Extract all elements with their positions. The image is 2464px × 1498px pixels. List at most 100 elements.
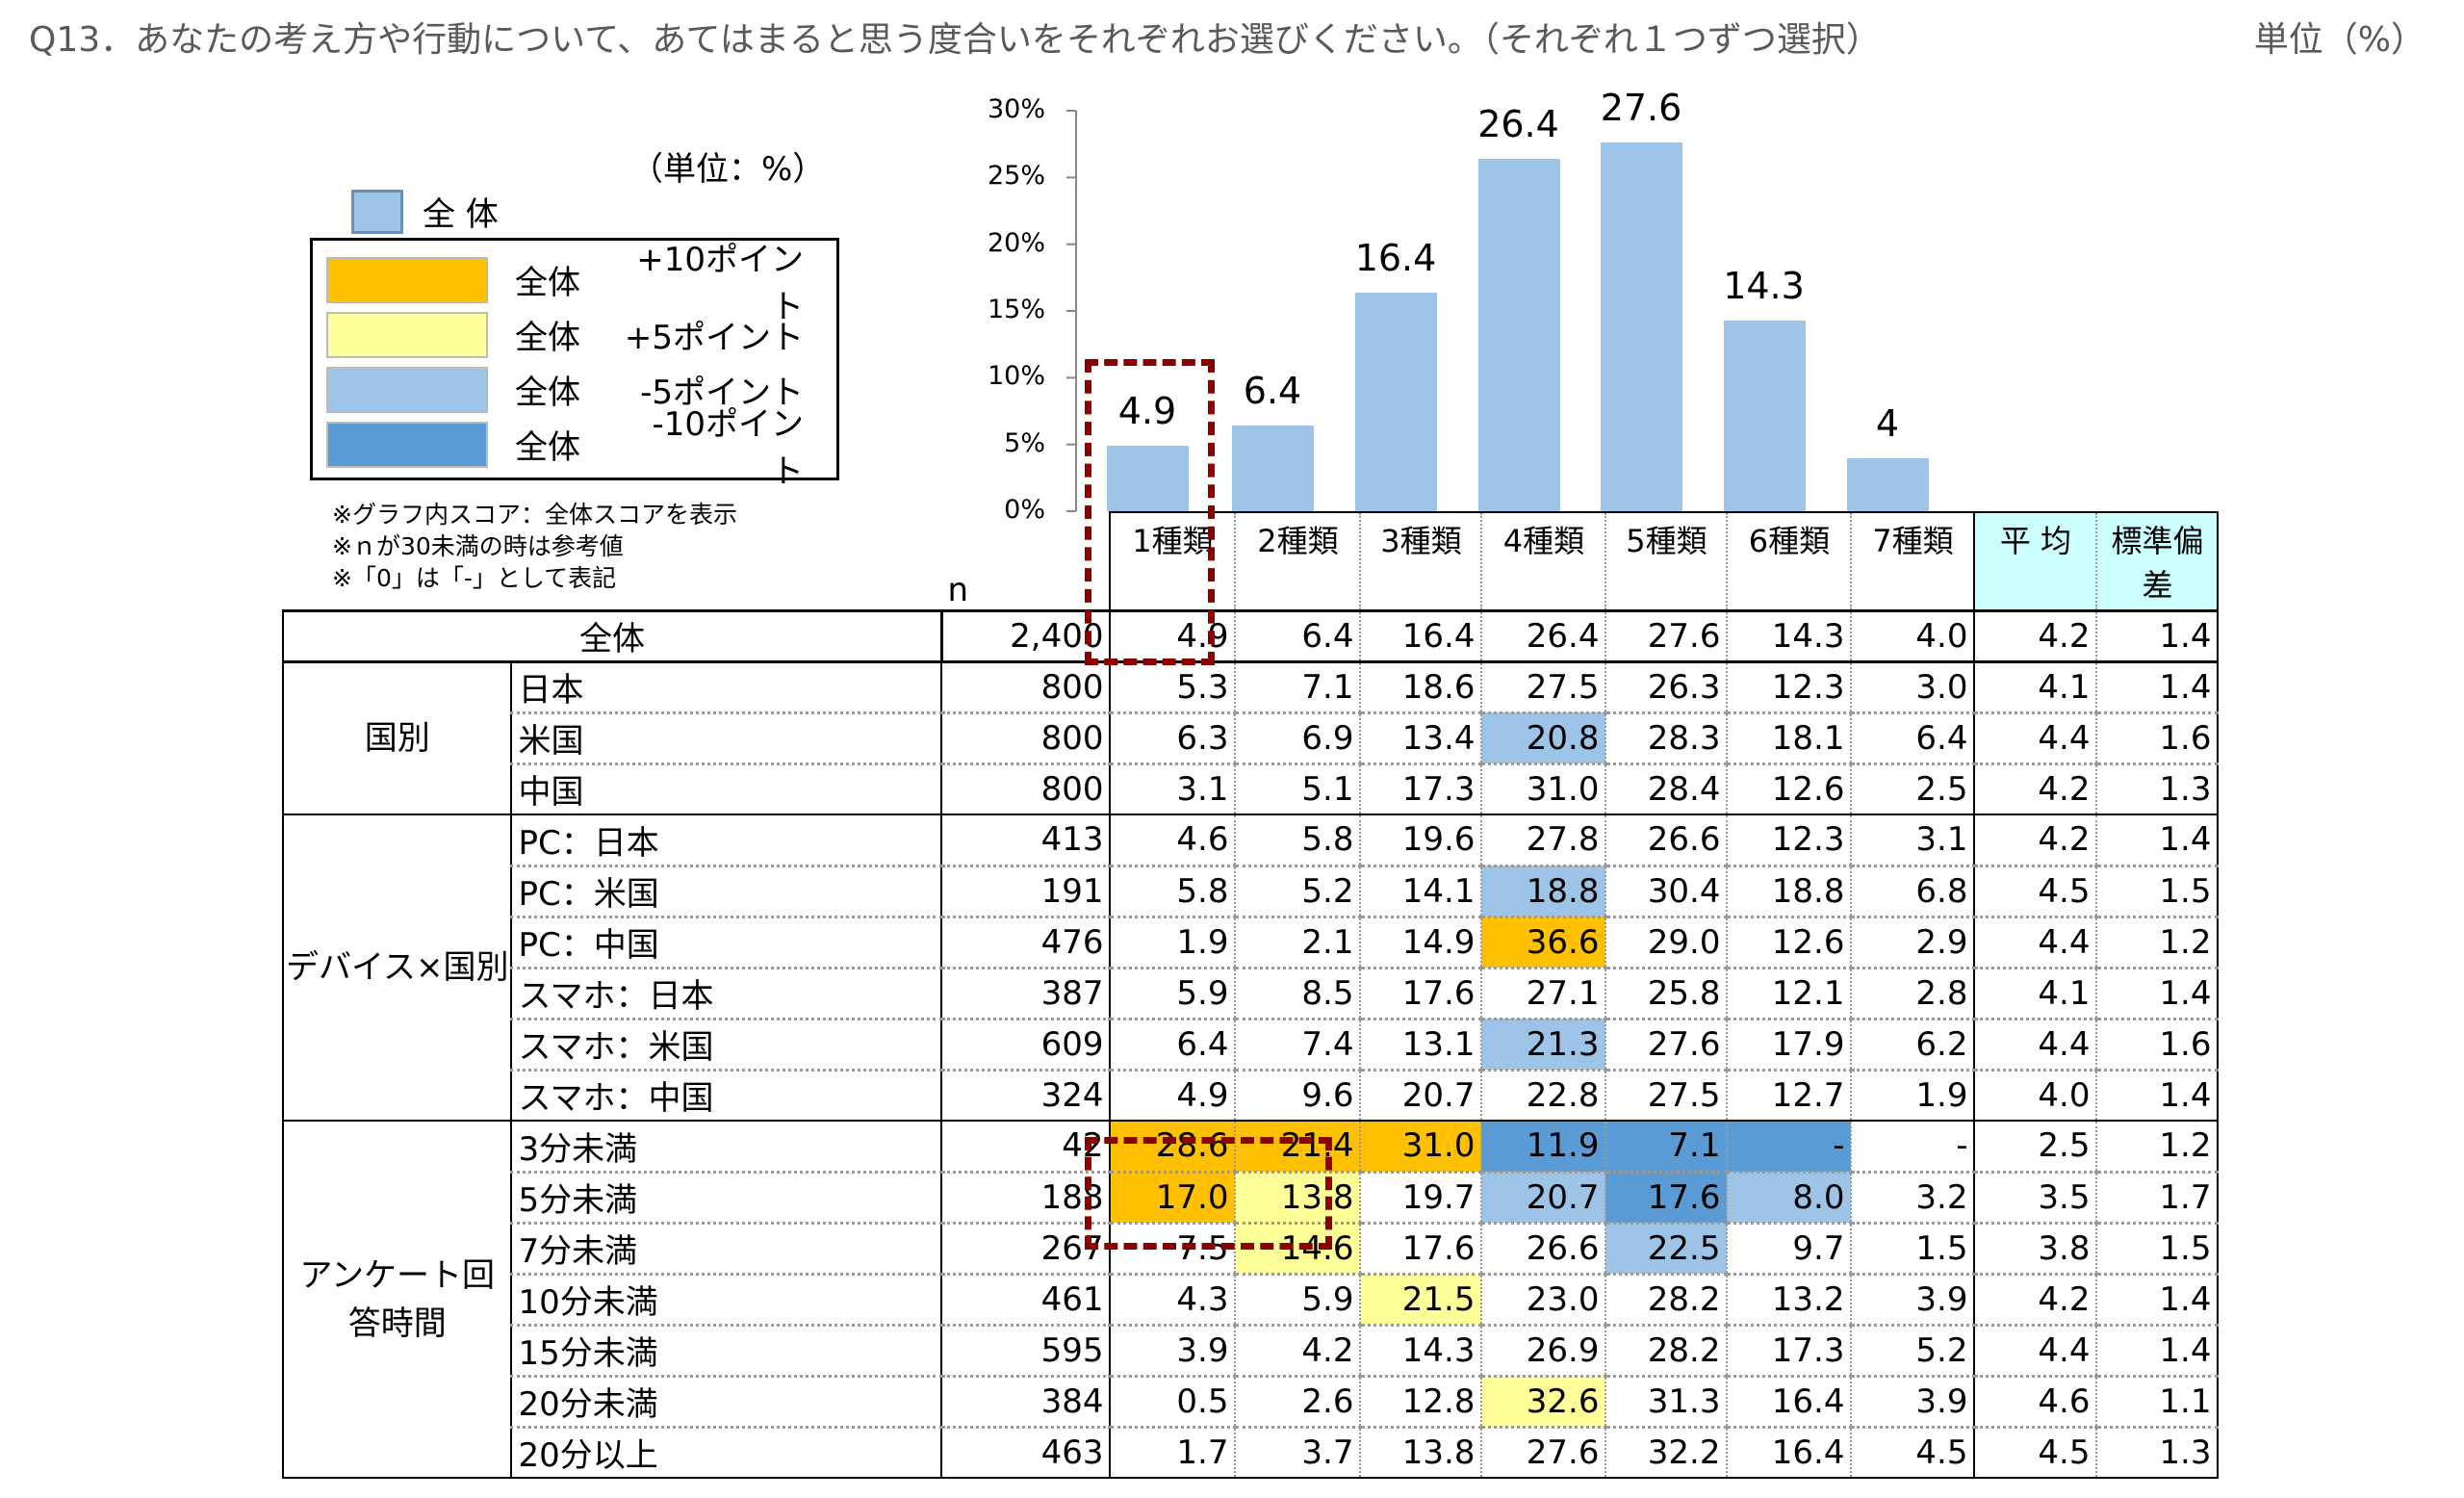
table-row: PC：中国 476 1.9 2.1 14.9 36.6 29.0 12.6 2.9 4.4 1.2 [283, 917, 2220, 969]
row-label: PC：米国 [510, 865, 942, 918]
table-cell: 20.7 [1359, 1070, 1483, 1122]
row-label: PC：日本 [510, 814, 942, 867]
table-cell: 4.2 [1973, 814, 2098, 867]
table-cell: 7.4 [1234, 1019, 1362, 1072]
table-cell: 14.6 [1234, 1223, 1362, 1276]
table-cell: 3.1 [1109, 763, 1237, 815]
bar [1232, 426, 1314, 511]
table-cell: 32.2 [1604, 1427, 1729, 1479]
column-header: 5種類 [1604, 511, 1729, 610]
table-cell: 26.3 [1604, 661, 1729, 714]
legend-swatch [326, 366, 488, 413]
row-label: スマホ：米国 [510, 1019, 942, 1072]
n-value: 463 [940, 1427, 1112, 1479]
table-cell: 12.3 [1726, 814, 1853, 867]
table-cell: 6.2 [1850, 1019, 1976, 1072]
legend-item-delta: -10ポイント [652, 404, 804, 491]
table-cell: 4.2 [1973, 1274, 2098, 1327]
legend-item: 全体 +10ポイント [326, 241, 823, 326]
bar [1723, 320, 1806, 511]
table-cell: 30.4 [1604, 865, 1729, 918]
n-value: 609 [940, 1019, 1112, 1072]
table-cell: 12.3 [1726, 661, 1853, 714]
table-row: PC：米国 191 5.8 5.2 14.1 18.8 30.4 18.8 6.8 4.5 1.5 [283, 865, 2220, 918]
table-cell: 27.1 [1480, 968, 1607, 1020]
column-header: 2種類 [1234, 511, 1362, 610]
table-cell: 1.5 [2095, 865, 2220, 918]
legend-item: 全体 +5ポイント [326, 307, 823, 362]
table-cell: 5.9 [1109, 968, 1237, 1020]
table-cell: 1.6 [2095, 712, 2220, 765]
table-cell: 28.2 [1604, 1274, 1729, 1327]
table-cell: 2.9 [1850, 917, 1976, 969]
data-table: n 1種類 2種類 3種類 4種類 5種類 6種類 7種類平 均標準偏差 全体 2,400 4.9 6… [281, 511, 2220, 1479]
row-label: 15分未満 [510, 1325, 942, 1378]
table-row: スマホ：中国 324 4.9 9.6 20.7 22.8 27.5 12.7 1.9 4.0 1.4 [283, 1070, 2220, 1122]
table-cell: 4.4 [1973, 1325, 2098, 1378]
column-header: 平 均 [1973, 511, 2098, 610]
group-label: アンケート回答時間 [281, 1120, 513, 1479]
table-cell: 5.2 [1850, 1325, 1976, 1378]
table-cell: 28.6 [1109, 1121, 1237, 1174]
table-cell: 3.1 [1850, 814, 1976, 867]
table-cell: 4.9 [1109, 1070, 1237, 1122]
table-cell: 1.6 [2095, 1019, 2220, 1072]
bar-value-label: 4.9 [1117, 390, 1177, 433]
table-cell: 3.5 [1973, 1172, 2098, 1225]
table-cell: 16.4 [1726, 1376, 1853, 1429]
table-cell: 6.9 [1234, 712, 1362, 765]
table-cell: 12.6 [1726, 917, 1853, 969]
legend-item: 全体 -5ポイント [326, 362, 823, 417]
table-cell: 26.9 [1480, 1325, 1607, 1378]
y-tick-label: 10% [987, 361, 1045, 392]
table-cell: 2.5 [1973, 1121, 2098, 1174]
column-header: 7種類 [1850, 511, 1976, 610]
table-row: 15分未満 595 3.9 4.2 14.3 26.9 28.2 17.3 5.2 4.4 1.4 [283, 1325, 2220, 1378]
note: ※グラフ内スコア：全体スコアを表示 [332, 501, 737, 529]
row-label: スマホ：中国 [510, 1070, 942, 1122]
header-row: n 1種類 2種類 3種類 4種類 5種類 6種類 7種類平 均標準偏差 [283, 511, 2220, 610]
row-label: 全体 [281, 608, 943, 663]
y-tick-label: 30% [987, 94, 1045, 124]
table-cell: 3.2 [1850, 1172, 1976, 1225]
table-cell: 17.6 [1604, 1172, 1729, 1225]
table-cell: 6.4 [1234, 608, 1362, 663]
table-cell: 1.3 [2095, 763, 2220, 815]
table-cell: 1.4 [2095, 1274, 2220, 1327]
table-cell: 4.6 [1109, 814, 1237, 867]
bar [1847, 457, 1929, 511]
table-cell: 22.8 [1480, 1070, 1607, 1122]
table-cell: 21.4 [1234, 1121, 1362, 1174]
table-cell: 2.1 [1234, 917, 1362, 969]
legend-item-delta: +10ポイント [636, 240, 804, 326]
table-cell: 7.1 [1234, 661, 1362, 714]
n-value: 595 [940, 1325, 1112, 1378]
table-cell: 3.9 [1850, 1376, 1976, 1429]
table-cell: 1.4 [2095, 608, 2220, 663]
table-cell: - [1726, 1121, 1853, 1174]
bar-value-label: 6.4 [1243, 370, 1302, 413]
table-cell: 13.8 [1234, 1172, 1362, 1225]
bar [1601, 142, 1682, 511]
table-cell: 26.4 [1480, 608, 1607, 663]
table-cell: 36.6 [1480, 917, 1607, 969]
row-label: 10分未満 [510, 1274, 942, 1327]
table-row: アンケート回答時間 3分未満 42 28.6 21.4 31.0 11.9 7.1- -2.5 1… [281, 1120, 2220, 1479]
table-cell: 4.2 [1973, 608, 2098, 663]
table-cell: 3.8 [1973, 1223, 2098, 1276]
n-value: 800 [940, 712, 1112, 765]
table-cell: 3.7 [1234, 1427, 1362, 1479]
table-row-total: 全体 2,400 4.9 6.4 16.4 26.4 27.6 14.3 4.0 4.2 1.4 [281, 608, 2220, 663]
table-row: 国別 日本 800 5.3 7.1 18.6 27.5 26.3 12.3 3.0 4.1 1.4 [281, 660, 2220, 815]
column-header: 1種類 [1109, 511, 1237, 610]
table-cell: 1.4 [2095, 1325, 2220, 1378]
table-cell: 14.9 [1359, 917, 1483, 969]
table-cell: 18.8 [1480, 865, 1607, 918]
table-cell: 29.0 [1604, 917, 1729, 969]
table-cell: 32.6 [1480, 1376, 1607, 1429]
table-cell: 27.8 [1480, 814, 1607, 867]
row-label: 日本 [510, 661, 942, 714]
table-cell: 8.5 [1234, 968, 1362, 1020]
column-header: 4種類 [1480, 511, 1607, 610]
legend-item-delta: -5ポイント [640, 374, 804, 412]
